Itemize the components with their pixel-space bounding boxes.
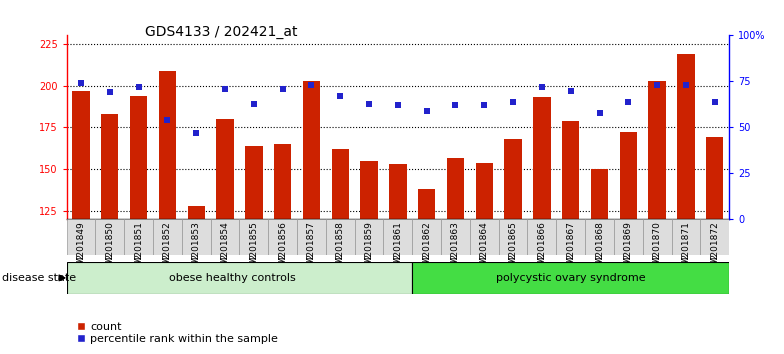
Bar [648,81,666,354]
Text: GSM201859: GSM201859 [365,221,374,276]
Bar [245,146,263,354]
Point [391,103,405,108]
Point [449,103,462,108]
Text: GSM201854: GSM201854 [220,221,230,276]
Text: obese healthy controls: obese healthy controls [169,273,296,283]
Point [506,99,519,104]
FancyBboxPatch shape [383,219,412,255]
Bar [361,161,378,354]
Point [535,84,548,90]
Text: GSM201863: GSM201863 [451,221,460,276]
Point [74,80,87,86]
Text: polycystic ovary syndrome: polycystic ovary syndrome [496,273,645,283]
FancyBboxPatch shape [412,219,441,255]
FancyBboxPatch shape [499,219,528,255]
Text: GSM201861: GSM201861 [394,221,402,276]
Text: GDS4133 / 202421_at: GDS4133 / 202421_at [145,25,298,39]
Point [478,103,491,108]
Legend: count, percentile rank within the sample: count, percentile rank within the sample [72,317,282,348]
FancyBboxPatch shape [96,219,124,255]
Bar [591,169,608,354]
Text: GSM201851: GSM201851 [134,221,143,276]
Text: GSM201866: GSM201866 [537,221,546,276]
Text: GSM201864: GSM201864 [480,221,488,276]
Text: GSM201850: GSM201850 [105,221,114,276]
FancyBboxPatch shape [700,219,729,255]
Bar [187,206,205,354]
Bar [101,114,118,354]
FancyBboxPatch shape [528,219,557,255]
Text: GSM201867: GSM201867 [566,221,575,276]
Bar [619,132,637,354]
FancyBboxPatch shape [268,219,297,255]
FancyBboxPatch shape [67,219,96,255]
FancyBboxPatch shape [182,219,211,255]
FancyBboxPatch shape [412,262,729,294]
Bar [706,137,724,354]
Bar [159,70,176,354]
Text: GSM201869: GSM201869 [624,221,633,276]
Bar [216,119,234,354]
Text: GSM201849: GSM201849 [77,221,85,276]
FancyBboxPatch shape [67,262,412,294]
Bar [562,121,579,354]
Text: GSM201852: GSM201852 [163,221,172,276]
Point [622,99,634,104]
Text: GSM201871: GSM201871 [681,221,691,276]
FancyBboxPatch shape [297,219,326,255]
Point [420,108,433,114]
Bar [332,149,349,354]
Text: disease state: disease state [2,273,76,283]
Text: GSM201865: GSM201865 [509,221,517,276]
Text: GSM201856: GSM201856 [278,221,287,276]
Point [709,99,721,104]
Bar [418,189,435,354]
Text: GSM201872: GSM201872 [710,221,719,276]
Text: GSM201857: GSM201857 [307,221,316,276]
FancyBboxPatch shape [672,219,700,255]
FancyBboxPatch shape [211,219,239,255]
Text: GSM201870: GSM201870 [652,221,662,276]
Point [334,93,347,99]
Point [680,82,692,88]
FancyBboxPatch shape [239,219,268,255]
Text: GSM201855: GSM201855 [249,221,259,276]
FancyBboxPatch shape [470,219,499,255]
Text: GSM201853: GSM201853 [192,221,201,276]
Bar [677,54,695,354]
Point [103,90,116,95]
Bar [274,144,292,354]
Point [277,86,289,92]
Point [363,101,376,106]
Point [132,84,145,90]
Point [248,101,260,106]
FancyBboxPatch shape [585,219,614,255]
Text: GSM201858: GSM201858 [336,221,345,276]
Point [651,82,663,88]
FancyBboxPatch shape [557,219,585,255]
Text: GSM201862: GSM201862 [422,221,431,276]
Point [162,117,174,123]
FancyBboxPatch shape [153,219,182,255]
Bar [447,158,464,354]
Point [190,130,202,136]
FancyBboxPatch shape [643,219,672,255]
FancyBboxPatch shape [326,219,354,255]
Text: GSM201868: GSM201868 [595,221,604,276]
Point [593,110,606,115]
Point [219,86,231,92]
FancyBboxPatch shape [614,219,643,255]
Bar [504,139,521,354]
Point [305,82,318,88]
Bar [533,97,550,354]
Bar [476,162,493,354]
Bar [303,81,320,354]
FancyBboxPatch shape [354,219,383,255]
Bar [72,91,89,354]
Point [564,88,577,93]
FancyBboxPatch shape [441,219,470,255]
FancyBboxPatch shape [124,219,153,255]
Bar [389,164,407,354]
Bar [130,96,147,354]
